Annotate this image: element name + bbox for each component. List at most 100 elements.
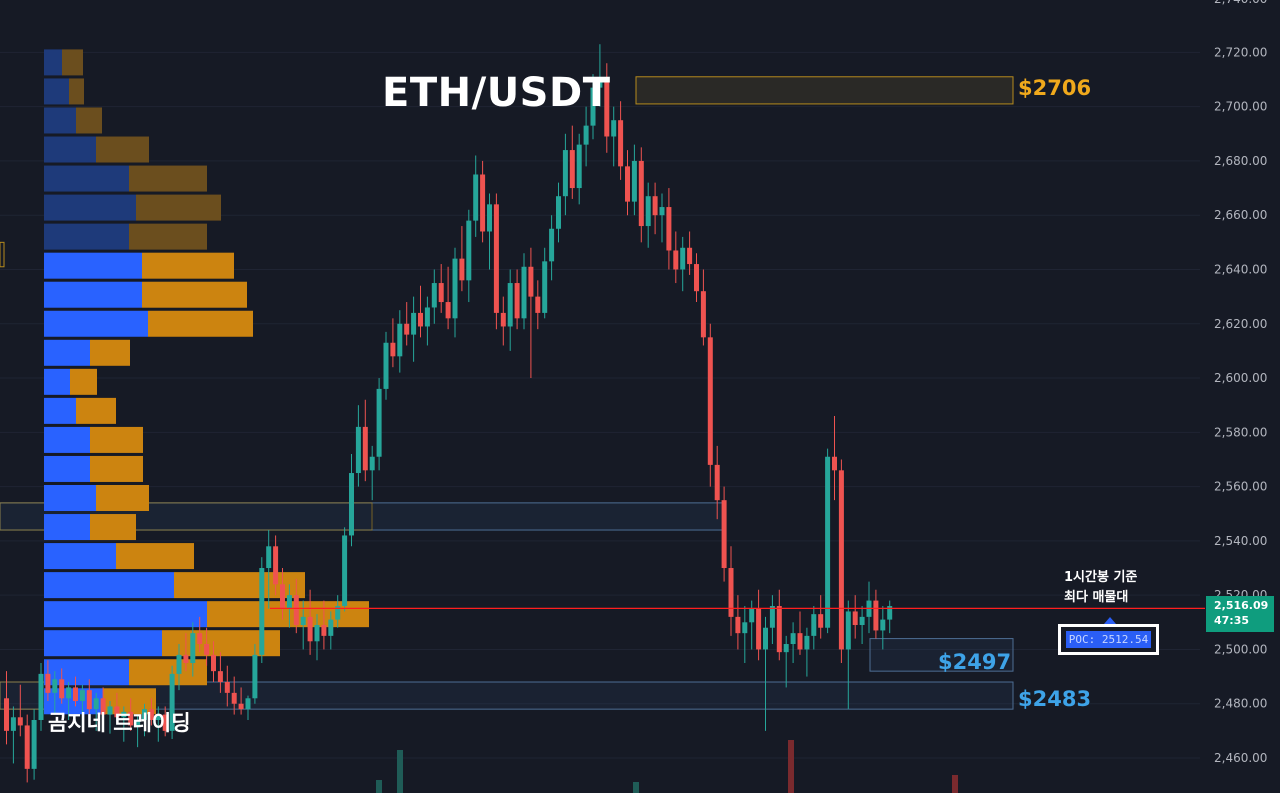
candle-body [4,698,9,731]
profile-sell-bar [69,78,84,105]
chart-title: ETH/USDT [382,70,611,116]
candle-body [142,709,147,721]
current-price-label[interactable]: 2,516.09 47:35 [1206,596,1274,632]
volume-bar [633,782,639,793]
candle-body [259,568,265,655]
candle-body [280,584,285,609]
candle-body [335,606,341,620]
profile-sell-bar [142,252,234,279]
y-tick-label: 2,540.00 [1214,534,1267,548]
candle-body [611,120,617,137]
candle-body [238,703,244,710]
y-tick-label: 2,580.00 [1214,425,1267,439]
price-axis[interactable]: 2,460.002,480.002,500.002,520.002,540.00… [1214,0,1267,765]
candle-body [100,698,106,715]
candle-body [542,261,548,313]
candle-body [845,611,851,650]
candle-body [66,687,72,699]
candle-body [811,614,817,636]
candle-body [507,283,513,327]
candle-body [500,312,506,327]
profile-buy-bar [44,484,96,511]
poc-label-box: POC: 2512.54 [1058,624,1159,655]
price-zone [635,76,1014,105]
candle-body [114,706,120,718]
candle-body [183,654,189,664]
y-tick-label: 2,480.00 [1214,697,1267,711]
candle-body [211,654,216,672]
candle-body [342,535,348,607]
profile-sell-bar [90,426,143,453]
poc-label: POC: 2512.54 [1066,631,1151,648]
candle-body [714,464,720,501]
candle-body [569,150,575,189]
candle-body [873,600,879,631]
candle-body [121,711,127,718]
candle-body [93,698,99,710]
candle-body [756,608,762,650]
profile-sell-bar [96,136,149,163]
candle-body [707,337,713,465]
profile-sell-bar [90,514,136,541]
candle-body [590,87,596,126]
candle-body [204,644,210,655]
candle-body [749,608,755,623]
candle-body [404,323,410,335]
candle-body [73,687,78,702]
candle-body [300,616,306,626]
candle-body [673,250,679,270]
profile-buy-bar [44,310,148,337]
candle-body [776,606,782,653]
profile-sell-bar [142,281,247,308]
candle-body [349,473,354,536]
y-tick-label: 2,740.00 [1214,0,1267,6]
profile-buy-bar [44,514,90,541]
level-label-2483: $2483 [1018,687,1092,711]
bar-countdown: 47:35 [1214,614,1250,627]
candle-body [480,174,486,232]
candle-body [473,174,479,221]
candle-body [562,150,568,197]
candle-body [328,619,334,636]
profile-buy-bar [44,281,142,308]
candle-body [245,698,251,710]
profile-buy-bar [44,194,136,221]
candle-body [645,196,651,227]
candle-body [549,228,555,262]
note-line-1: 1시간봉 기준 [1064,570,1138,585]
candle-body [528,266,534,297]
candle-body [459,258,465,281]
poc-line [270,607,1205,624]
candle-body [217,671,223,683]
profile-buy-bar [44,78,69,105]
candle-body [487,204,492,232]
candle-body [155,714,161,721]
profile-buy-bar [44,630,162,657]
candle-body [52,679,58,693]
candle-body [604,82,610,137]
profile-sell-bar [70,368,97,395]
candle-body [804,635,810,650]
candle-body [438,283,444,303]
profile-buy-bar [44,659,129,686]
candle-body [728,568,734,617]
profile-buy-bar [44,252,142,279]
profile-sell-bar [90,339,130,366]
candle-body [700,291,706,338]
candle-body [887,606,893,620]
profile-sell-bar [148,310,253,337]
candle-body [790,633,796,645]
candle-body [321,625,327,636]
candle-body [818,614,824,628]
candle-body [231,692,237,704]
profile-buy-bar [44,543,116,570]
candle-body [418,312,423,327]
candle-body [521,266,527,319]
candle-body [838,470,844,650]
candle-body [466,220,472,281]
candle-body [514,283,520,319]
profile-buy-bar [44,601,207,628]
candle-body [17,717,23,726]
candle-body [687,247,693,265]
